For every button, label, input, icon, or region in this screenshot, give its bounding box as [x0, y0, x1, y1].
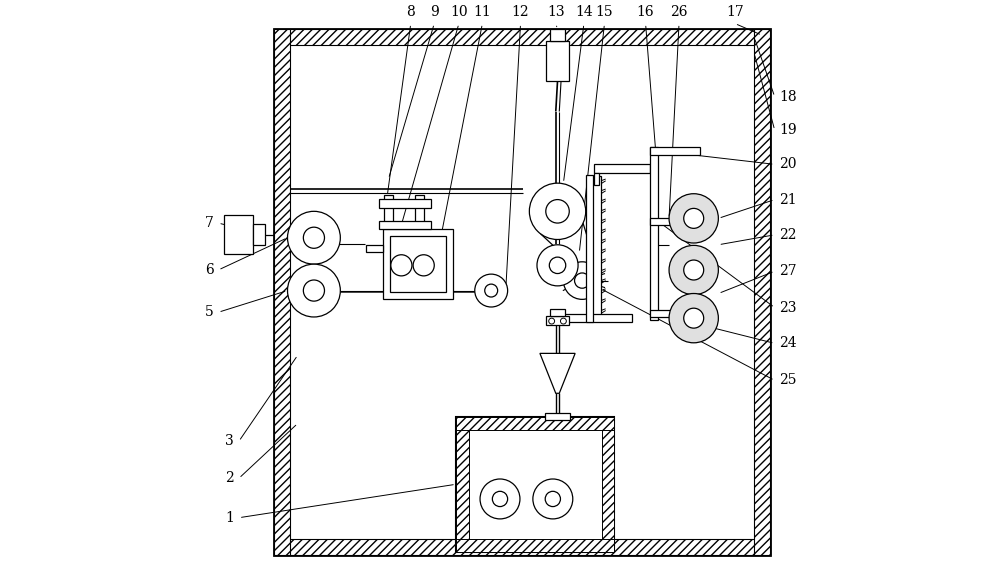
Bar	[594, 164, 650, 173]
Text: 11: 11	[474, 5, 491, 19]
Bar	[546, 41, 569, 81]
Circle shape	[669, 194, 718, 243]
Text: 16: 16	[637, 5, 654, 19]
Bar	[592, 176, 601, 318]
Bar	[379, 221, 431, 229]
Bar	[594, 173, 599, 185]
Text: 8: 8	[406, 5, 415, 19]
Text: 9: 9	[430, 5, 439, 19]
Bar	[274, 29, 770, 555]
Bar	[383, 229, 453, 299]
Circle shape	[549, 257, 566, 274]
Text: 19: 19	[779, 123, 797, 137]
Circle shape	[533, 479, 573, 519]
Text: 18: 18	[779, 90, 797, 104]
Circle shape	[391, 255, 412, 276]
Text: 24: 24	[779, 336, 797, 350]
Circle shape	[288, 211, 340, 264]
Bar	[415, 195, 424, 261]
Circle shape	[549, 318, 555, 324]
Bar	[379, 199, 431, 208]
Bar	[602, 417, 614, 552]
Circle shape	[684, 208, 704, 228]
Circle shape	[575, 273, 590, 288]
Text: 2: 2	[225, 471, 234, 485]
Bar	[562, 314, 632, 322]
Circle shape	[485, 284, 498, 297]
Circle shape	[546, 200, 569, 223]
Text: 20: 20	[779, 157, 797, 171]
Text: 17: 17	[726, 5, 744, 19]
Text: 13: 13	[547, 5, 565, 19]
Bar	[754, 29, 770, 555]
Bar	[274, 29, 770, 45]
Circle shape	[563, 262, 601, 299]
Bar	[384, 195, 393, 261]
Text: 27: 27	[779, 264, 797, 278]
Text: 22: 22	[779, 228, 797, 242]
Bar	[456, 417, 469, 552]
Bar	[650, 310, 697, 317]
Bar	[253, 224, 265, 245]
Polygon shape	[540, 353, 575, 393]
Circle shape	[480, 479, 520, 519]
Bar	[390, 236, 446, 292]
Bar	[546, 316, 569, 325]
Text: 23: 23	[779, 301, 797, 315]
Bar	[274, 29, 290, 555]
Bar	[550, 29, 565, 41]
Circle shape	[669, 245, 718, 295]
Bar	[650, 147, 700, 155]
Circle shape	[288, 264, 340, 317]
Circle shape	[303, 280, 324, 301]
Circle shape	[545, 491, 560, 507]
Circle shape	[684, 308, 704, 328]
Circle shape	[560, 318, 566, 324]
Text: 6: 6	[205, 263, 214, 277]
Bar	[366, 245, 383, 252]
Text: 1: 1	[225, 511, 234, 525]
Bar	[545, 413, 570, 420]
Circle shape	[413, 255, 434, 276]
Circle shape	[303, 227, 324, 248]
Bar	[274, 539, 770, 555]
Bar	[456, 539, 614, 552]
Bar	[650, 147, 658, 320]
Circle shape	[475, 274, 508, 307]
Bar	[456, 417, 614, 552]
Circle shape	[684, 260, 704, 280]
Circle shape	[669, 294, 718, 343]
Text: 15: 15	[596, 5, 613, 19]
Text: 26: 26	[670, 5, 688, 19]
Text: 7: 7	[205, 216, 214, 230]
Text: 14: 14	[575, 5, 593, 19]
Bar	[650, 218, 700, 225]
Circle shape	[529, 183, 586, 239]
Text: 25: 25	[779, 373, 797, 387]
Text: 21: 21	[779, 193, 797, 207]
Bar	[224, 215, 253, 254]
Bar	[550, 309, 565, 316]
Text: 5: 5	[205, 305, 214, 319]
Circle shape	[537, 245, 578, 286]
Text: 12: 12	[512, 5, 529, 19]
Bar	[586, 175, 593, 322]
Bar	[456, 417, 614, 430]
Circle shape	[492, 491, 508, 507]
Text: 10: 10	[450, 5, 468, 19]
Text: 3: 3	[225, 434, 234, 448]
